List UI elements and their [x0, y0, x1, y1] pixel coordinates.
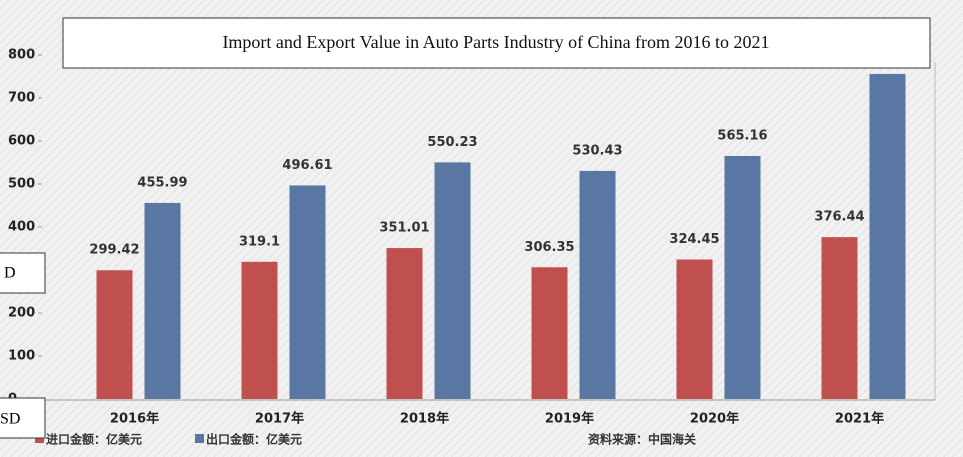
y-tick-label: 500	[8, 177, 35, 192]
x-tick-label: 2021年	[835, 411, 884, 427]
bar	[869, 73, 906, 400]
x-tick-label: 2018年	[400, 411, 449, 427]
bar	[289, 185, 326, 399]
bar	[144, 202, 181, 399]
value-label: 351.01	[379, 221, 429, 236]
bar	[724, 155, 761, 399]
legend-label: 进口金额：亿美元	[46, 432, 142, 447]
bar	[386, 248, 423, 399]
y-tick-label: 600	[8, 134, 35, 149]
x-tick-label: 2019年	[545, 411, 594, 427]
overlay-label: SD	[0, 411, 20, 428]
x-tick-label: 2016年	[110, 411, 159, 427]
overlay-box	[0, 397, 46, 439]
y-tick-label: 800	[8, 48, 35, 63]
value-label: 376.44	[814, 210, 864, 225]
y-tick-label: 700	[8, 91, 35, 106]
overlay-box	[0, 252, 46, 294]
value-label: 455.99	[137, 175, 187, 190]
value-label: 530.43	[572, 143, 622, 158]
bar	[241, 261, 278, 399]
legend-swatch	[195, 434, 204, 443]
bar	[821, 237, 858, 399]
source: 资料来源：中国海关	[588, 432, 696, 447]
value-label: 550.23	[427, 135, 477, 150]
legend-label: 出口金额：亿美元	[206, 432, 302, 447]
title-box	[62, 17, 931, 69]
value-label: 565.16	[717, 128, 767, 143]
x-tick-label: 2017年	[255, 411, 304, 427]
value-label: 319.1	[239, 234, 280, 249]
value-label: 299.42	[89, 243, 139, 258]
bar	[676, 259, 713, 399]
y-tick-label: 400	[8, 220, 35, 235]
bar	[531, 267, 568, 399]
value-label: 306.35	[524, 240, 574, 255]
bar	[579, 170, 616, 399]
x-tick-label: 2020年	[690, 411, 739, 427]
overlay-label: D	[4, 265, 16, 282]
y-tick-label: 100	[8, 349, 35, 364]
value-label: 324.45	[669, 232, 719, 247]
bar	[96, 270, 133, 399]
y-tick-label: 200	[8, 306, 35, 321]
bar	[434, 162, 471, 399]
value-label: 496.61	[282, 158, 332, 173]
chart-title: Import and Export Value in Auto Parts In…	[222, 32, 769, 52]
